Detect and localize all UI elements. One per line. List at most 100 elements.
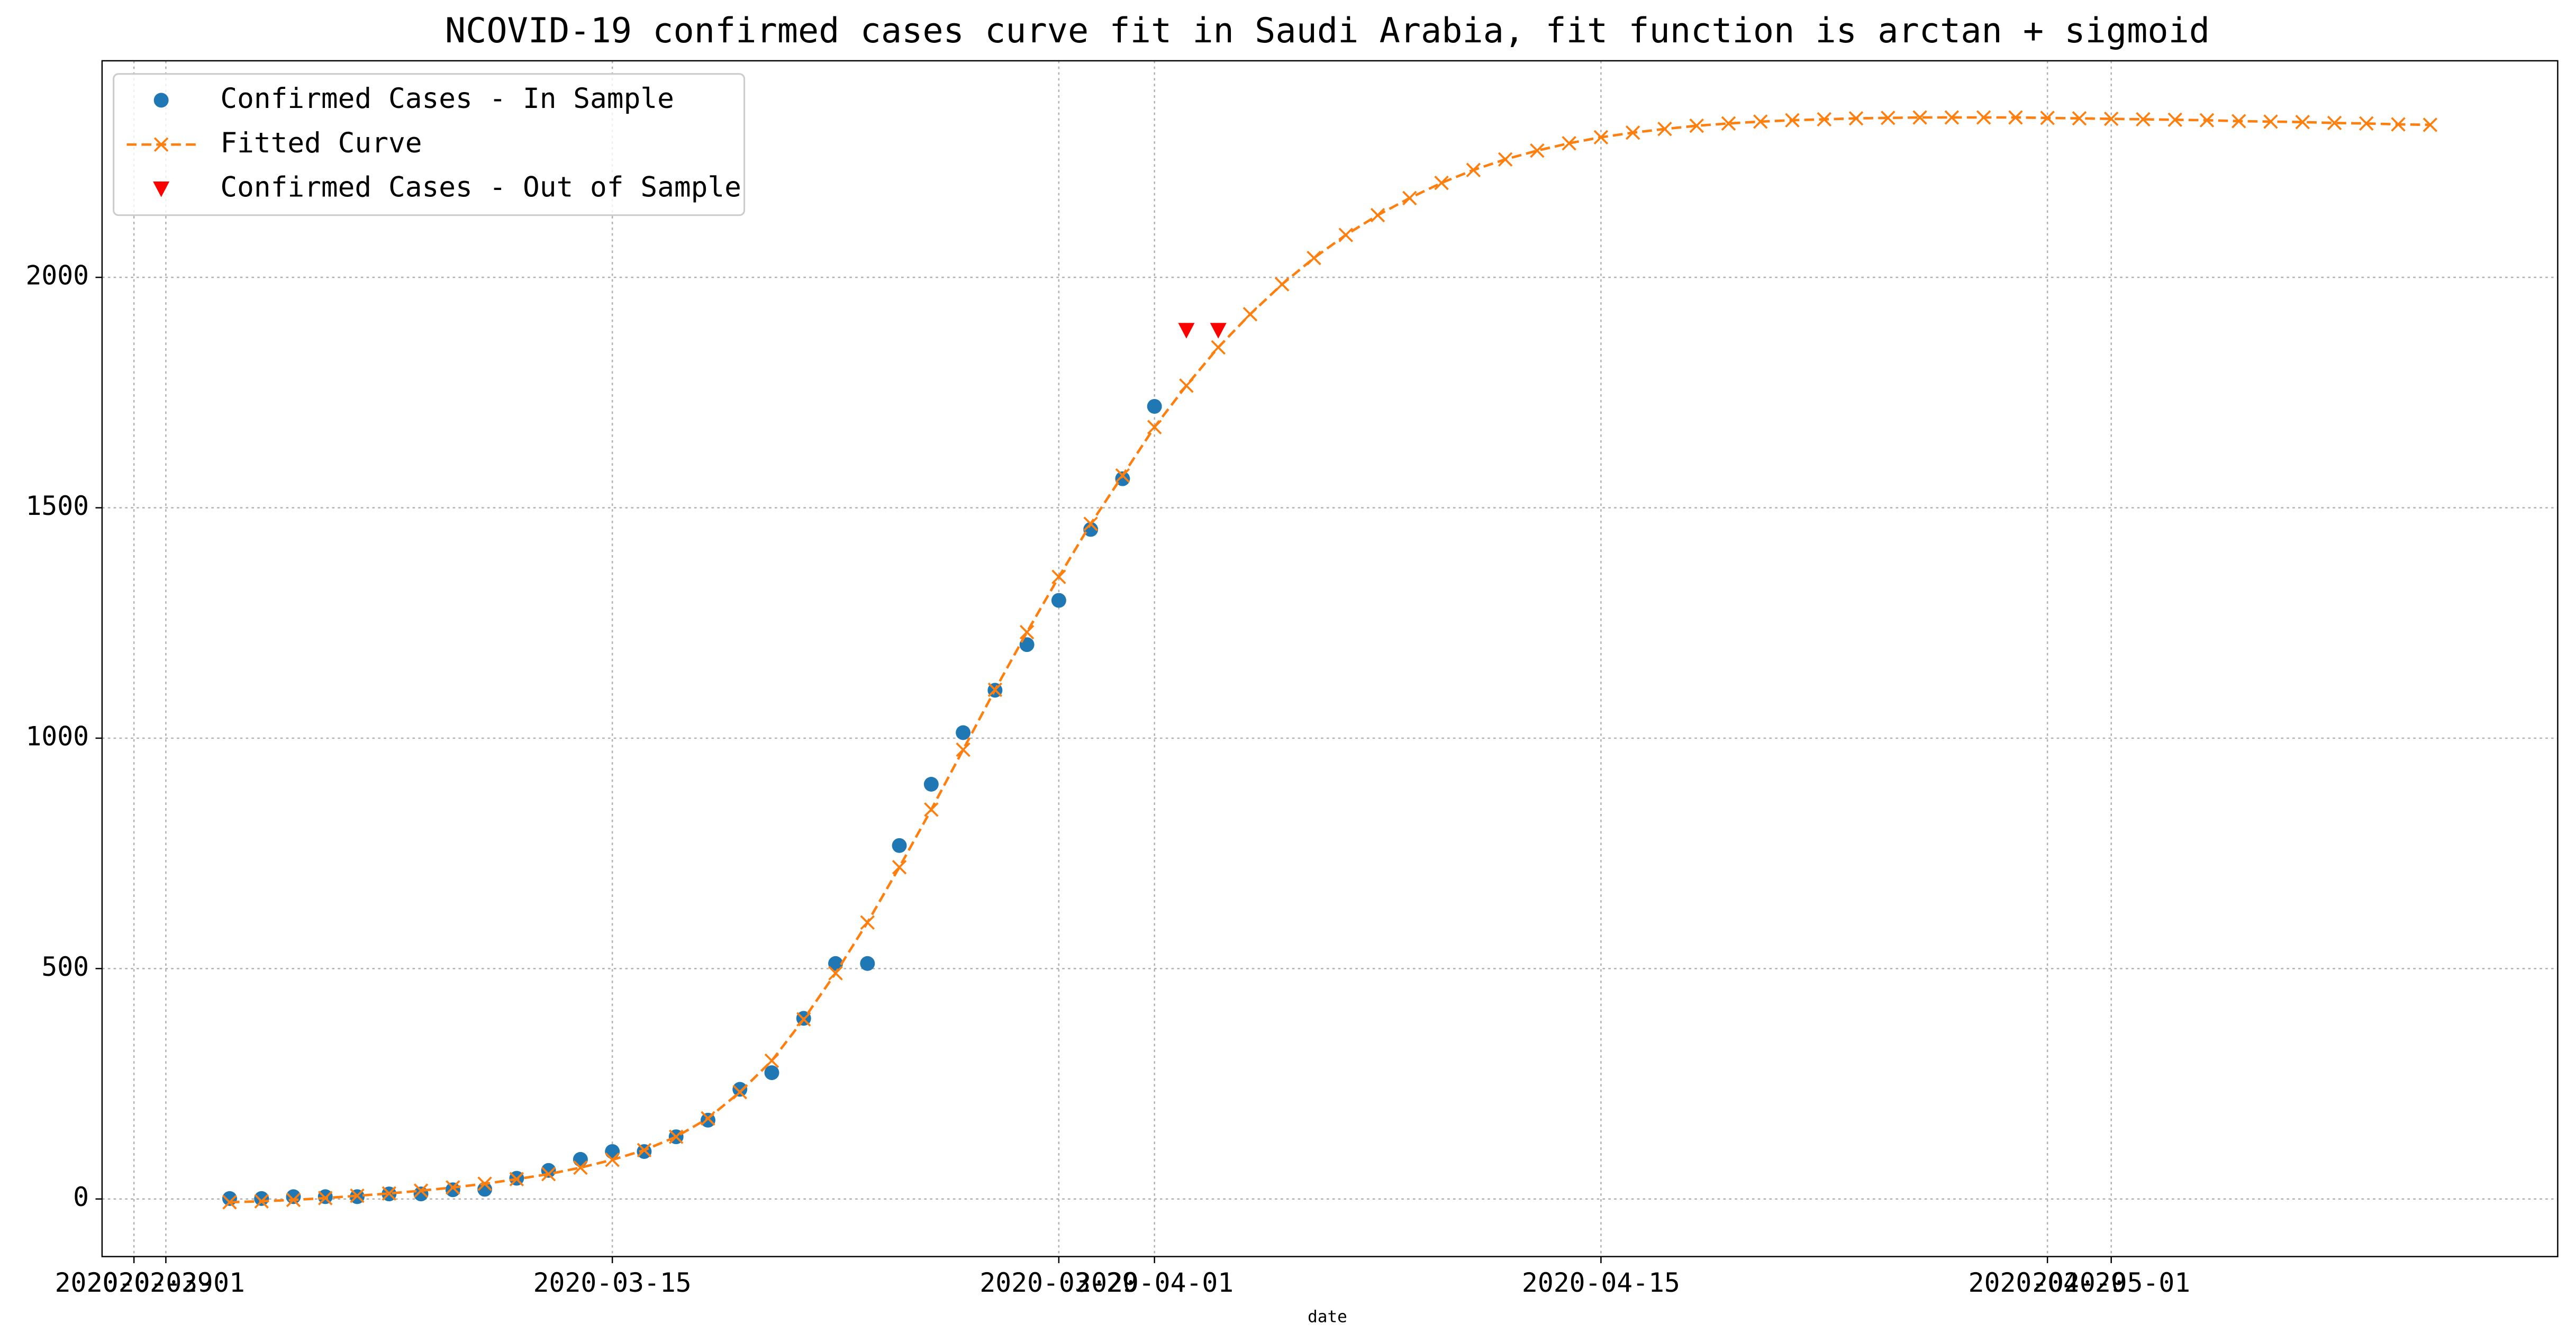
point [1051, 593, 1066, 608]
plot-frame [101, 60, 2559, 1257]
point [2263, 114, 2278, 129]
point [605, 1144, 620, 1159]
point [1848, 111, 1864, 126]
point [2327, 115, 2342, 131]
x-tick-label: 2020-03-29 [979, 1267, 1138, 1298]
x-tick-label: 2020-02-29 [55, 1267, 213, 1298]
point [350, 1188, 365, 1203]
legend-marker [153, 137, 169, 152]
x-tick-label: 2020-04-29 [1969, 1267, 2127, 1298]
point [254, 1191, 269, 1206]
x-tick-label: 2020-03-01 [87, 1267, 245, 1298]
point [2008, 110, 2023, 125]
point [573, 1151, 588, 1167]
point [732, 1082, 748, 1097]
point [2167, 112, 2182, 128]
point [701, 1111, 715, 1126]
point [732, 1084, 747, 1100]
point [286, 1189, 301, 1204]
legend-label: Confirmed Cases - Out of Sample [220, 171, 741, 204]
point [1179, 378, 1194, 393]
point [318, 1191, 333, 1205]
point [2232, 114, 2246, 129]
point [222, 1191, 237, 1206]
point [1625, 125, 1640, 140]
point [1115, 468, 1130, 483]
point [1178, 323, 1195, 339]
fit-line [229, 116, 2430, 1204]
point [1593, 130, 1609, 145]
point [956, 725, 971, 740]
point [1402, 191, 1417, 206]
point [1912, 110, 1927, 125]
point [1051, 569, 1066, 584]
point [2391, 117, 2406, 132]
point [924, 802, 939, 817]
point [477, 1176, 492, 1191]
point [254, 1194, 269, 1209]
y-tick-label: 1000 [25, 721, 89, 751]
x-axis-label: date [1308, 1307, 1347, 1326]
x-tick-label: 2020-04-15 [1522, 1267, 1680, 1298]
point [1881, 111, 1895, 125]
point [1434, 175, 1449, 191]
point [764, 1065, 779, 1081]
y-tick-label: 0 [73, 1182, 89, 1212]
legend-label: Fitted Curve [220, 127, 422, 159]
legend-marker [153, 93, 169, 108]
y-tick-label: 2000 [25, 260, 89, 291]
point [605, 1152, 620, 1167]
point [1562, 135, 1576, 151]
point [446, 1180, 460, 1195]
x-tick-label: 2020-04-01 [1075, 1267, 1233, 1298]
point [413, 1183, 429, 1198]
point [286, 1192, 301, 1208]
point [1338, 228, 1354, 242]
point [764, 1053, 779, 1068]
point [1817, 112, 1832, 127]
point [1019, 624, 1035, 640]
point [923, 777, 939, 792]
legend-box [113, 73, 746, 216]
point [2103, 111, 2119, 126]
point [1083, 522, 1099, 537]
point [892, 860, 907, 875]
point [509, 1172, 524, 1187]
point [222, 1195, 237, 1210]
point [1721, 116, 1736, 131]
point [860, 915, 875, 930]
point [1944, 110, 1960, 125]
point [860, 956, 875, 971]
chart-title: NCOVID-19 confirmed cases curve fit in S… [445, 11, 2210, 51]
point [1466, 162, 1481, 177]
x-tick-label: 2020-03-15 [533, 1267, 692, 1298]
point [956, 742, 970, 757]
point [2072, 111, 2087, 126]
point [1976, 110, 1991, 125]
point [445, 1182, 460, 1198]
point [1657, 121, 1672, 137]
point [2295, 114, 2310, 130]
point [892, 838, 907, 853]
point [382, 1186, 397, 1201]
point [2423, 117, 2438, 132]
point [541, 1166, 556, 1182]
x-tick-label: 2020-05-01 [2032, 1267, 2190, 1298]
point [1147, 398, 1162, 414]
point [2359, 116, 2374, 131]
point [987, 682, 1003, 697]
point [1275, 277, 1290, 292]
legend-label: Confirmed Cases - In Sample [220, 83, 674, 115]
point [1785, 113, 1800, 128]
point [2136, 112, 2151, 127]
point [1307, 250, 1321, 266]
point [1210, 323, 1227, 339]
point [828, 966, 843, 981]
point [2040, 111, 2055, 125]
point [1753, 114, 1768, 129]
point [413, 1186, 429, 1202]
point [1530, 143, 1545, 158]
point [1211, 340, 1226, 355]
point [1083, 516, 1098, 531]
point [1689, 118, 1704, 133]
